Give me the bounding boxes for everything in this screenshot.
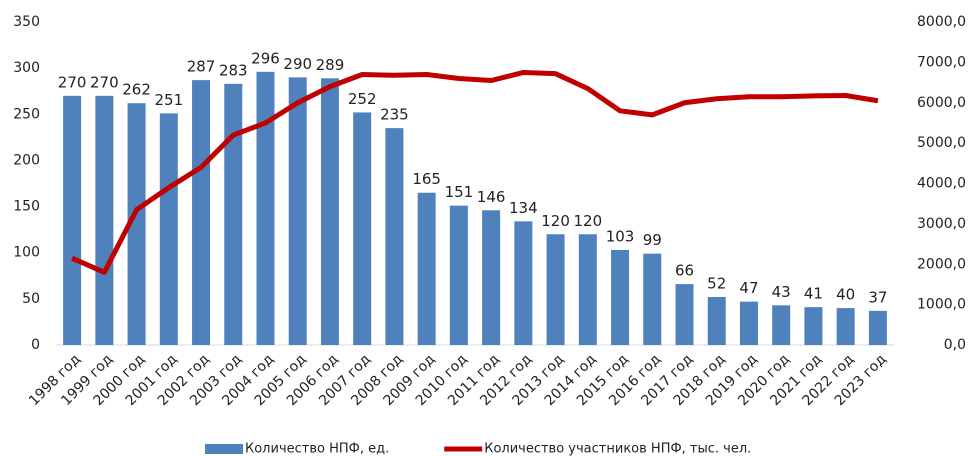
data-label: 270 bbox=[58, 73, 87, 91]
data-label: 103 bbox=[606, 227, 635, 245]
data-label: 146 bbox=[477, 188, 506, 206]
data-label: 120 bbox=[541, 212, 570, 230]
y2-tick-label: 0,0 bbox=[944, 337, 966, 353]
data-label: 40 bbox=[836, 286, 855, 304]
bar bbox=[578, 234, 597, 345]
legend-label: Количество НПФ, ед. bbox=[245, 442, 389, 456]
bar bbox=[514, 221, 533, 345]
data-label: 289 bbox=[316, 56, 345, 74]
data-label: 134 bbox=[509, 199, 538, 217]
bar bbox=[63, 95, 82, 345]
y-tick-label: 100 bbox=[13, 245, 40, 261]
bar bbox=[417, 192, 436, 345]
data-label: 47 bbox=[739, 279, 758, 297]
bar bbox=[546, 234, 565, 345]
data-label: 66 bbox=[675, 262, 694, 280]
bar bbox=[707, 297, 726, 345]
y2-tick-label: 6000,0 bbox=[917, 95, 966, 111]
data-label: 43 bbox=[772, 283, 791, 301]
y2-tick-label: 7000,0 bbox=[917, 54, 966, 70]
y2-tick-label: 5000,0 bbox=[917, 135, 966, 151]
line bbox=[71, 69, 879, 275]
legend-swatch bbox=[205, 444, 243, 454]
y-tick-label: 300 bbox=[13, 60, 40, 76]
data-label: 290 bbox=[283, 55, 312, 73]
bar bbox=[127, 103, 146, 345]
bar bbox=[95, 95, 114, 345]
y2-tick-label: 4000,0 bbox=[917, 176, 966, 192]
data-label: 37 bbox=[868, 288, 887, 306]
bar bbox=[611, 249, 630, 345]
data-label: 52 bbox=[707, 275, 726, 293]
y2-tick-label: 1000,0 bbox=[917, 297, 966, 313]
y-tick-label: 350 bbox=[13, 14, 40, 30]
data-label: 151 bbox=[445, 183, 474, 201]
y-tick-label: 250 bbox=[13, 106, 40, 122]
bar bbox=[192, 80, 211, 345]
bar bbox=[385, 128, 404, 345]
y2-tick-label: 8000,0 bbox=[917, 14, 966, 30]
y-tick-label: 150 bbox=[13, 199, 40, 215]
data-label: 120 bbox=[573, 212, 602, 230]
bar bbox=[739, 301, 758, 345]
y-tick-label: 50 bbox=[22, 291, 40, 307]
data-label: 287 bbox=[187, 58, 216, 76]
bar bbox=[675, 284, 694, 345]
data-label: 270 bbox=[90, 73, 119, 91]
bar bbox=[288, 77, 307, 345]
y2-tick-label: 3000,0 bbox=[917, 216, 966, 232]
y-tick-label: 200 bbox=[13, 152, 40, 168]
data-label: 235 bbox=[380, 106, 409, 124]
bar bbox=[772, 305, 791, 345]
bar bbox=[449, 205, 468, 345]
bar bbox=[353, 112, 372, 345]
data-label: 251 bbox=[154, 91, 183, 109]
bar bbox=[868, 310, 887, 345]
y2-tick-label: 2000,0 bbox=[917, 256, 966, 272]
y-tick-label: 0 bbox=[31, 337, 40, 353]
bar bbox=[159, 113, 178, 345]
data-label: 262 bbox=[122, 81, 151, 99]
bar bbox=[804, 307, 823, 345]
data-label: 99 bbox=[643, 231, 662, 249]
data-label: 41 bbox=[804, 285, 823, 303]
bar bbox=[320, 78, 339, 346]
data-label: 165 bbox=[412, 170, 441, 188]
bar bbox=[643, 253, 662, 345]
bar bbox=[256, 71, 275, 345]
data-label: 252 bbox=[348, 90, 377, 108]
bar bbox=[836, 308, 855, 345]
bar bbox=[224, 83, 243, 346]
legend-label: Количество участников НПФ, тыс. чел. bbox=[484, 442, 751, 456]
data-label: 296 bbox=[251, 49, 280, 67]
data-label: 283 bbox=[219, 61, 248, 79]
bar bbox=[482, 210, 501, 345]
